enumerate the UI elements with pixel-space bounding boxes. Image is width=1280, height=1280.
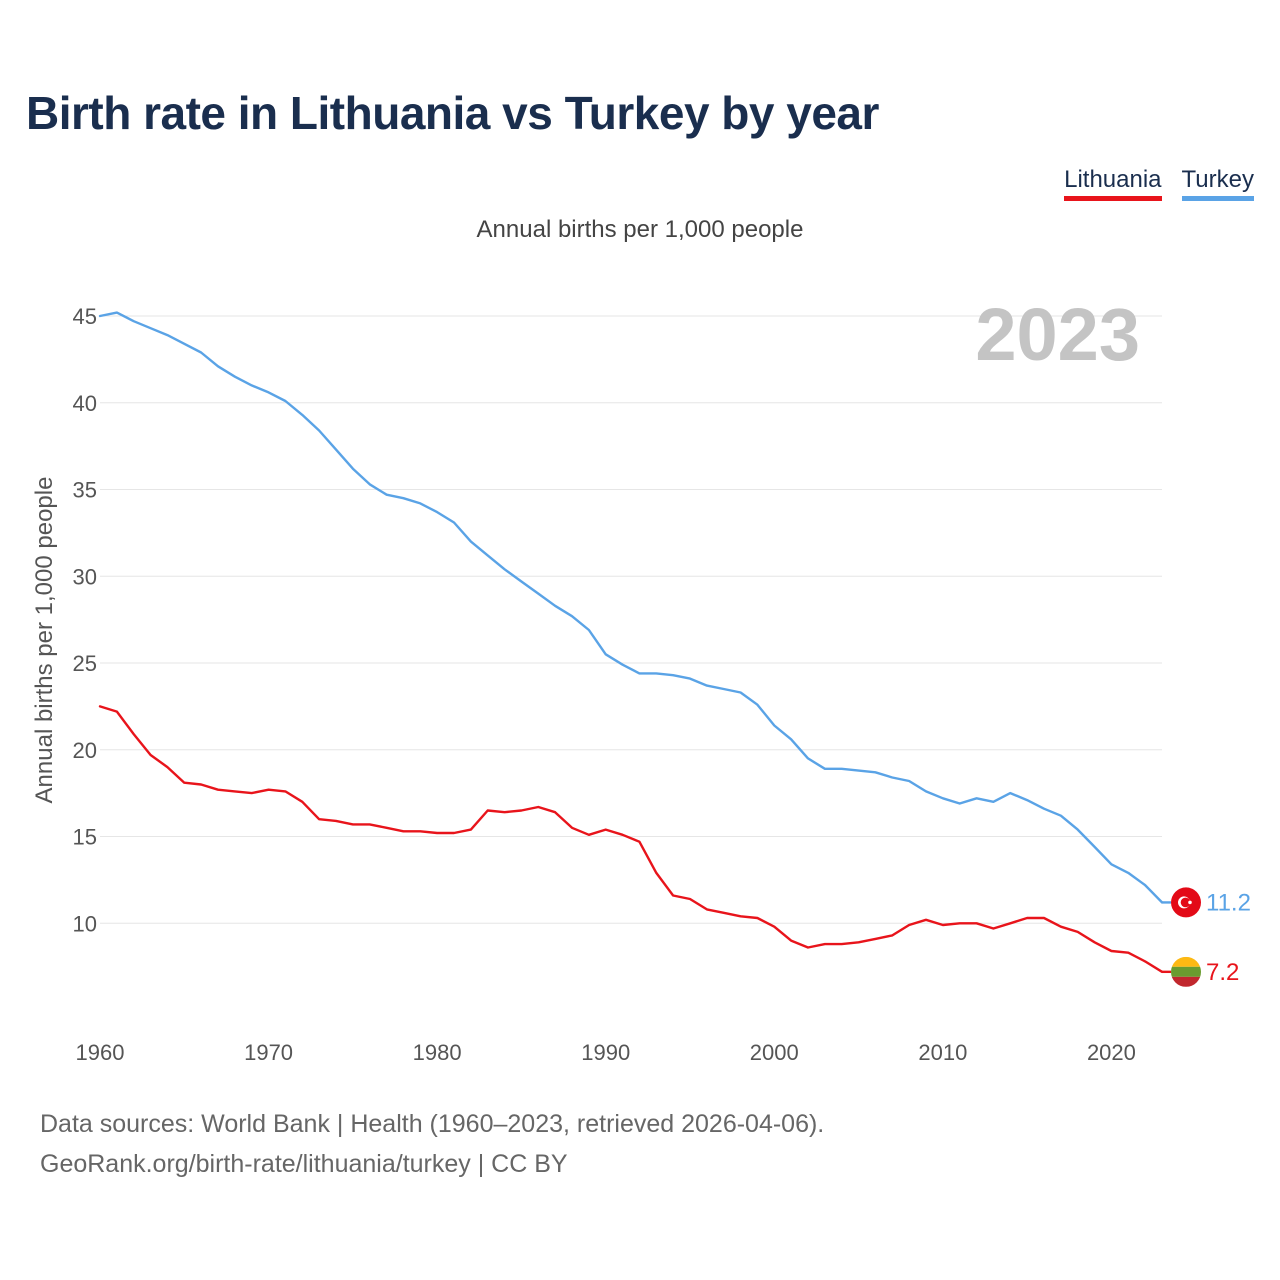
y-tick-label: 15 xyxy=(73,825,97,850)
series-lines xyxy=(98,311,1171,974)
x-tick-label: 2020 xyxy=(1087,1040,1136,1065)
lithuania-flag-icon xyxy=(1171,956,1201,987)
x-tick-label: 1980 xyxy=(413,1040,462,1065)
year-watermark: 2023 xyxy=(975,293,1140,376)
x-tick-label: 1960 xyxy=(76,1040,125,1065)
y-tick-label: 40 xyxy=(73,391,97,416)
y-tick-label: 30 xyxy=(73,564,97,589)
legend: Lithuania Turkey xyxy=(1064,166,1254,201)
series-line-lithuania xyxy=(98,705,1164,973)
lithuania-end-value: 7.2 xyxy=(1206,959,1239,986)
y-axis-ticks: 10 15 20 25 30 35 40 45 xyxy=(73,304,97,936)
chart-title: Birth rate in Lithuania vs Turkey by yea… xyxy=(26,87,879,139)
line-chart: 2023 Annual births per 1,000 people 10 15… xyxy=(31,293,1251,1065)
y-tick-label: 25 xyxy=(73,651,97,676)
series-end-markers: 11.2 7.2 xyxy=(1171,887,1251,987)
chart-subtitle: Annual births per 1,000 people xyxy=(476,216,804,243)
y-tick-label: 10 xyxy=(73,911,97,936)
y-axis-title: Annual births per 1,000 people xyxy=(31,477,58,804)
legend-item-turkey[interactable]: Turkey xyxy=(1181,166,1254,201)
y-tick-label: 20 xyxy=(73,738,97,763)
legend-item-lithuania[interactable]: Lithuania xyxy=(1064,166,1162,201)
series-line-turkey xyxy=(98,311,1164,904)
x-axis-ticks: 1960 1970 1980 1990 2000 2010 2020 xyxy=(76,1040,1136,1065)
turkey-end-value: 11.2 xyxy=(1206,889,1251,916)
grid-lines xyxy=(100,315,1162,924)
x-tick-label: 2010 xyxy=(918,1040,967,1065)
data-source-note: Data sources: World Bank | Health (1960–… xyxy=(40,1110,825,1138)
footer: Data sources: World Bank | Health (1960–… xyxy=(40,1104,824,1184)
x-tick-label: 2000 xyxy=(750,1040,799,1065)
y-tick-label: 45 xyxy=(73,304,97,329)
y-tick-label: 35 xyxy=(73,478,97,503)
x-tick-label: 1970 xyxy=(244,1040,293,1065)
x-tick-label: 1990 xyxy=(581,1040,630,1065)
source-url[interactable]: GeoRank.org/birth-rate/lithuania/turkey … xyxy=(40,1150,568,1178)
turkey-flag-icon xyxy=(1171,887,1201,918)
